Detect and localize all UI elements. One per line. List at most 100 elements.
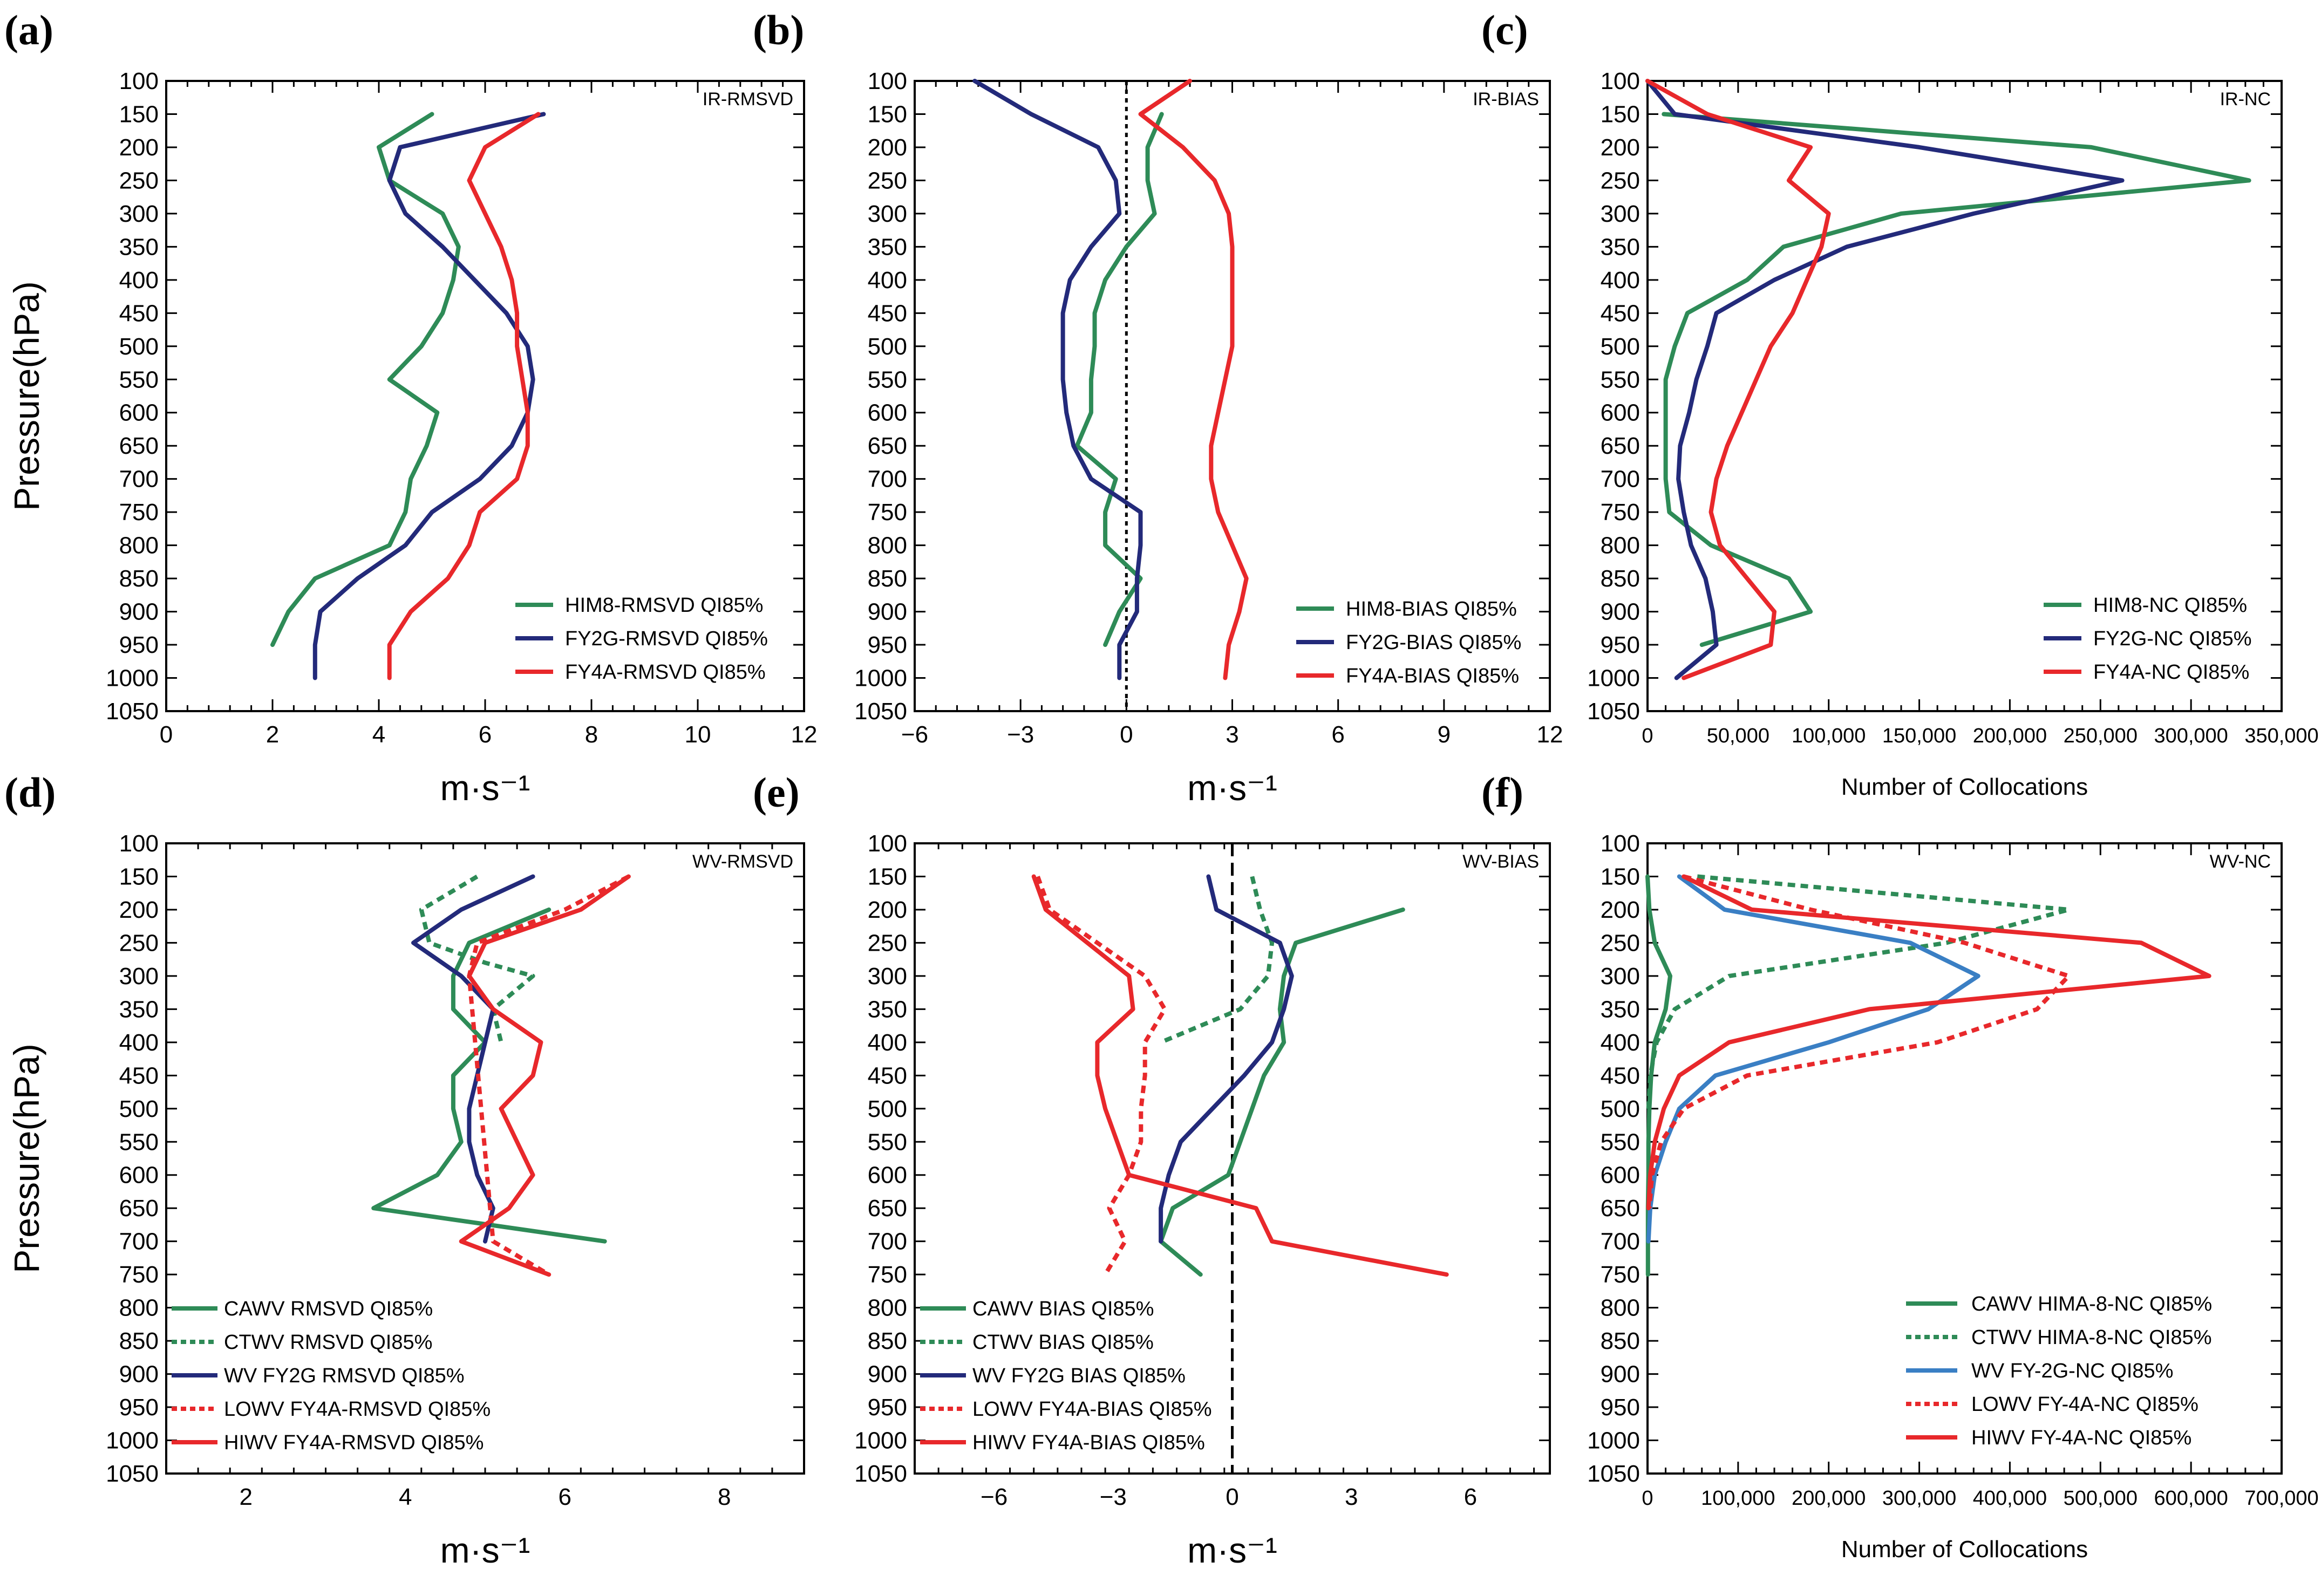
y-tick-label: 400 [868,1029,907,1056]
series-line [1036,876,1167,1276]
panel-letter: (a) [4,6,53,53]
y-tick-label: 350 [868,996,907,1022]
legend-label: HIWV FY4A-RMSVD QI85% [224,1431,484,1454]
x-tick-label: 12 [791,721,818,748]
legend-label: LOWV FY4A-BIAS QI85% [972,1398,1211,1421]
x-tick-label: −3 [1100,1484,1127,1510]
y-tick-label: 200 [1601,897,1640,923]
y-tick-label: 950 [1601,1394,1640,1421]
y-tick-label: 300 [1601,201,1640,227]
x-tick-label: 8 [718,1484,731,1510]
y-tick-label: 750 [119,499,159,526]
x-axis-title: m·s⁻¹ [440,1530,530,1570]
y-tick-label: 500 [119,333,159,360]
y-tick-label: 250 [119,930,159,956]
y-tick-label: 1050 [1587,698,1640,725]
y-tick-label: 950 [868,1394,907,1421]
x-tick-label: 400,000 [1973,1487,2047,1510]
y-tick-label: 100 [868,830,907,857]
y-tick-label: 150 [1601,101,1640,127]
panel-letter: (f) [1481,769,1523,816]
plot-frame [1646,80,2283,712]
series-line [459,874,631,1277]
y-tick-label: 850 [868,565,907,592]
y-tick-label: 550 [119,366,159,393]
y-tick-label: 450 [1601,1062,1640,1089]
series-line [1646,874,1980,1244]
x-tick-label: 50,000 [1707,725,1769,747]
y-tick-label: 250 [1601,930,1640,956]
series-line [1159,907,1405,1277]
x-tick-label: 250,000 [2064,725,2138,747]
panel-c: (c) 100 150 200 250 300 350 400 450 500 550 600 650 7… [1481,6,2319,800]
x-tick-label: −6 [981,1484,1008,1510]
series-line [1662,112,2251,647]
y-tick-label: 200 [119,897,159,923]
legend-label: WV FY2G RMSVD QI85% [224,1365,465,1387]
series-line [1031,874,1449,1277]
y-tick-label: 600 [119,1162,159,1189]
panel-d: (d) 100 150 200 250 300 350 400 450 500 550 600 650 7… [4,769,805,1570]
y-tick-label: 800 [868,1295,907,1321]
y-tick-label: 500 [119,1096,159,1122]
legend-label: LOWV FY-4A-NC QI85% [1971,1393,2199,1416]
y-tick-label: 200 [868,134,907,161]
y-tick-label: 300 [119,201,159,227]
y-tick-label: 800 [868,533,907,559]
x-tick-label: 4 [372,721,385,748]
y-tick-label: 350 [119,996,159,1022]
y-tick-label: 550 [868,366,907,393]
y-tick-label: 450 [119,1062,159,1089]
y-tick-label: 750 [868,499,907,526]
y-tick-label: 850 [1601,1328,1640,1354]
series-line [1646,874,2211,1211]
y-tick-label: 550 [119,1129,159,1155]
legend-label: CTWV RMSVD QI85% [224,1331,432,1354]
series-line [1646,874,2071,1109]
y-tick-label: 450 [868,1062,907,1089]
legend-label: CTWV BIAS QI85% [972,1331,1154,1354]
y-tick-label: 300 [1601,963,1640,990]
x-axis-title: Number of Collocations [1841,774,2088,800]
legend-label: LOWV FY4A-RMSVD QI85% [224,1398,491,1421]
x-tick-label: 350,000 [2244,725,2318,747]
x-tick-label: 8 [585,721,598,748]
series-line [312,112,546,680]
x-tick-label: −3 [1007,721,1034,748]
series-line [1645,79,2125,680]
y-tick-label: 250 [868,167,907,194]
legend-label: HIWV FY4A-BIAS QI85% [972,1431,1205,1454]
y-tick-label: 700 [1601,466,1640,493]
x-tick-label: 200,000 [1973,725,2047,747]
y-tick-label: 700 [119,1229,159,1255]
y-tick-label: 650 [868,433,907,459]
series-line [411,874,535,1244]
x-tick-label: 300,000 [1882,1487,1956,1510]
y-tick-label: 650 [119,1195,159,1222]
y-tick-label: 700 [868,466,907,493]
series-line [1138,79,1249,680]
corner-label: IR-BIAS [1473,89,1539,110]
y-tick-label: 750 [868,1261,907,1288]
y-tick-label: 950 [1601,632,1640,658]
y-tick-label: 700 [1601,1229,1640,1255]
y-tick-label: 750 [119,1261,159,1288]
x-tick-label: −6 [901,721,928,748]
y-tick-label: 250 [119,167,159,194]
y-tick-label: 700 [868,1229,907,1255]
x-tick-label: 3 [1345,1484,1358,1510]
y-tick-label: 750 [1601,1261,1640,1288]
panel-a: (a)1001502002503003504004505005506006507… [4,6,817,808]
y-tick-label: 1050 [106,1461,159,1487]
y-tick-label: 150 [868,101,907,127]
panel-letter: (e) [753,769,800,816]
y-tick-label: 850 [119,565,159,592]
series-line [371,907,607,1244]
y-tick-label: 900 [1601,599,1640,625]
y-tick-label: 450 [868,300,907,326]
x-tick-label: 6 [1331,721,1344,748]
y-tick-label: 850 [1601,565,1640,592]
x-tick-label: 2 [266,721,279,748]
x-axis-title: m·s⁻¹ [1187,768,1277,808]
